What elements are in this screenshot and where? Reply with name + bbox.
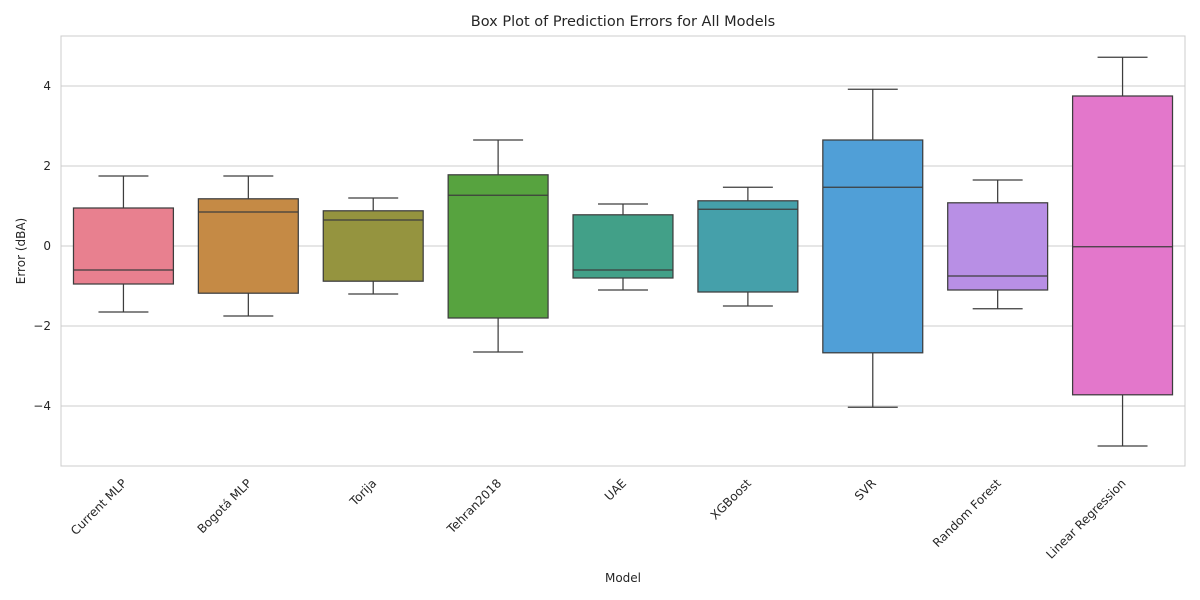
x-tick-label: Torija — [346, 476, 379, 509]
iqr-box — [322, 210, 424, 282]
iqr-box — [572, 214, 674, 279]
box-group — [197, 175, 299, 317]
iqr-box — [72, 207, 175, 285]
x-tick-labels: Current MLP Bogotá MLP Torija Tehran2018 UAE… — [68, 476, 1129, 562]
iqr-box — [947, 202, 1049, 291]
box-group — [822, 88, 924, 408]
iqr-box — [697, 200, 799, 293]
boxes — [72, 56, 1174, 447]
y-tick-label: 0 — [43, 239, 51, 253]
iqr-box — [822, 139, 924, 354]
plot-frame — [60, 35, 1186, 467]
x-tick-label: Bogotá MLP — [195, 476, 255, 536]
y-tick-label: 4 — [43, 79, 51, 93]
chart-title: Box Plot of Prediction Errors for All Mo… — [471, 14, 775, 30]
x-tick-label: Linear Regression — [1043, 476, 1128, 561]
x-tick-label: Current MLP — [68, 476, 130, 538]
iqr-box — [197, 198, 299, 294]
x-tick-label: Random Forest — [930, 476, 1004, 550]
box-group — [72, 175, 175, 313]
x-tick-label: XGBoost — [708, 476, 754, 522]
box-group — [447, 139, 549, 353]
iqr-box — [1071, 95, 1174, 396]
y-axis-label: Error (dBA) — [14, 218, 28, 285]
box-group — [697, 186, 799, 307]
y-tick-label: −4 — [33, 399, 51, 413]
x-axis-label: Model — [605, 571, 641, 585]
x-tick-label: SVR — [852, 476, 879, 503]
x-tick-label: Tehran2018 — [444, 476, 505, 537]
y-tick-label: −2 — [33, 319, 51, 333]
box-group — [572, 203, 674, 291]
iqr-box — [447, 174, 549, 319]
box-group — [322, 197, 424, 295]
y-tick-labels: −4 −2 0 2 4 — [33, 79, 51, 413]
box-group — [947, 179, 1049, 310]
box-group — [1071, 56, 1174, 447]
x-tick-label: UAE — [602, 476, 629, 503]
y-tick-label: 2 — [43, 159, 51, 173]
